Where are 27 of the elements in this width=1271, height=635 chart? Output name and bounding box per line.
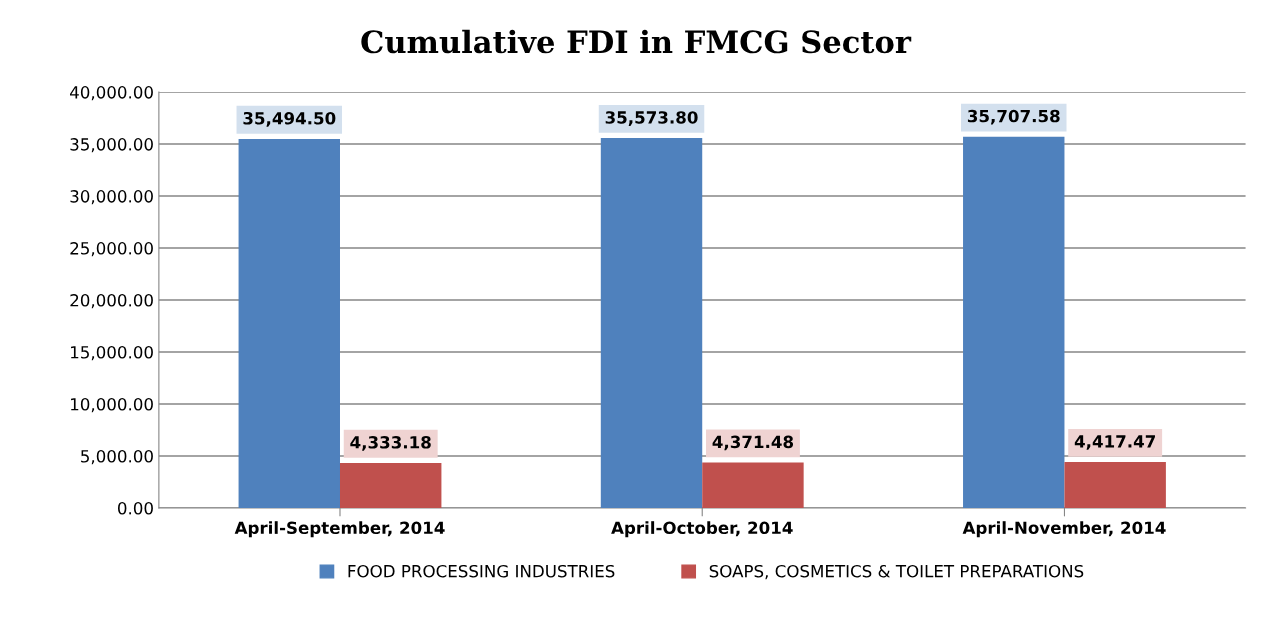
- y-tick-label: 25,000.00: [70, 242, 153, 257]
- legend-label: FOOD PROCESSING INDUSTRIES: [348, 564, 615, 578]
- data-label: 35,707.58: [967, 109, 1060, 125]
- y-tick-label: 10,000.00: [71, 397, 153, 413]
- x-tick-label: April-November, 2014: [962, 521, 1166, 538]
- legend-label: SOAPS, COSMETICS & TOILET PREPARATIONS: [709, 564, 1084, 580]
- x-tick-label: April-September, 2014: [234, 521, 445, 538]
- chart-title: Cumulative FDI in FMCG Sector: [361, 29, 912, 54]
- y-tick-label: 30,000.00: [70, 190, 153, 205]
- y-tick-label: 35,000.00: [70, 138, 153, 153]
- y-tick-label: 15,000.00: [71, 345, 153, 361]
- bar: [339, 462, 442, 508]
- y-tick-label: 40,000.00: [70, 86, 153, 101]
- bar: [600, 138, 703, 508]
- data-label: 4,333.18: [350, 436, 431, 451]
- bar: [1064, 462, 1166, 508]
- data-label: 35,573.80: [605, 111, 698, 126]
- data-label: 4,417.47: [1074, 435, 1155, 450]
- bar: [702, 462, 804, 508]
- data-label: 35,494.50: [243, 111, 336, 127]
- bar: [238, 138, 340, 508]
- y-tick-label: 5,000.00: [81, 449, 153, 465]
- y-tick-label: 20,000.00: [70, 294, 153, 309]
- data-label: 4,371.48: [712, 435, 794, 451]
- y-tick-label: 0.00: [118, 501, 153, 515]
- bar: [963, 136, 1065, 508]
- x-tick-label: April-October, 2014: [611, 521, 793, 538]
